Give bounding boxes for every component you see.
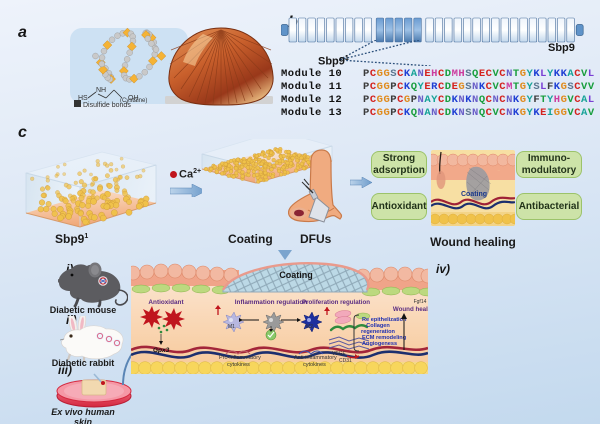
svg-text:Gpx3: Gpx3 bbox=[153, 347, 170, 354]
svg-text:Inflammation regulation: Inflammation regulation bbox=[235, 299, 308, 306]
svg-text:cytokines: cytokines bbox=[227, 362, 250, 368]
svg-text:M1: M1 bbox=[228, 324, 235, 330]
svg-text:Coating: Coating bbox=[279, 270, 313, 280]
svg-text:Proliferation regulation: Proliferation regulation bbox=[302, 299, 370, 306]
svg-text:Wound healing: Wound healing bbox=[393, 306, 428, 313]
svg-text:Coating: Coating bbox=[461, 191, 487, 198]
svg-text:Pro-inflammatory: Pro-inflammatory bbox=[219, 355, 261, 361]
svg-text:Angiogeness: Angiogeness bbox=[362, 341, 397, 347]
svg-text:Antioxidant: Antioxidant bbox=[148, 299, 184, 306]
svg-text:Fgf14: Fgf14 bbox=[414, 299, 427, 305]
svg-text:Anti-inflammatory: Anti-inflammatory bbox=[294, 355, 337, 361]
svg-text:NH: NH bbox=[96, 87, 106, 94]
svg-text:CD31: CD31 bbox=[339, 358, 352, 364]
svg-text:cytokines: cytokines bbox=[303, 362, 326, 368]
svg-text:M2: M2 bbox=[306, 324, 313, 330]
svg-text:VEGF: VEGF bbox=[332, 351, 346, 357]
